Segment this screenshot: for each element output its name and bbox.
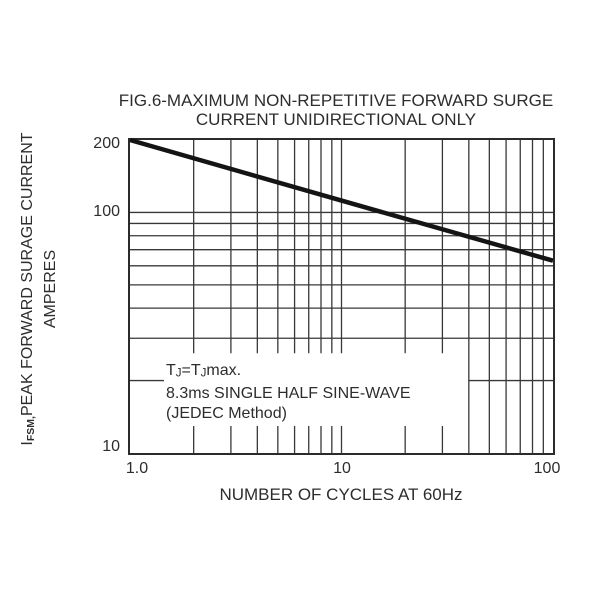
x-tick-label-1.0: 1.0 — [125, 460, 149, 477]
annotation-tj-line: TJ=TJmax. — [166, 361, 411, 384]
chart-title-line2: CURRENT UNIDIRECTIONAL ONLY — [195, 110, 477, 129]
text-segment: PEAK FORWARD SURAGE CURRENT — [19, 132, 36, 417]
text-segment: T — [166, 362, 176, 379]
x-axis-label: NUMBER OF CYCLES AT 60Hz — [219, 485, 463, 504]
text-segment: =T — [181, 362, 201, 379]
conditions-annotation: TJ=TJmax. 8.3ms SINGLE HALF SINE-WAVE (J… — [166, 361, 411, 424]
x-tick-label-100: 100 — [533, 460, 561, 477]
y-axis-label-line2: AMPERES — [42, 249, 59, 329]
text-segment: max. — [206, 362, 242, 379]
y-axis-label-line1: IFSM,PEAK FORWARD SURAGE CURRENT — [18, 104, 41, 474]
y-axis-label: IFSM,PEAK FORWARD SURAGE CURRENT AMPERES — [18, 104, 59, 474]
chart-plot-area: TJ=TJmax. 8.3ms SINGLE HALF SINE-WAVE (J… — [128, 137, 555, 455]
subscript-text: FSM, — [25, 416, 37, 442]
annotation-sine-wave-line: 8.3ms SINGLE HALF SINE-WAVE — [166, 384, 411, 402]
grid-and-curve-svg — [129, 137, 554, 453]
y-tick-label-100: 100 — [93, 203, 120, 220]
surge-current-curve — [129, 137, 554, 263]
x-tick-label-10: 10 — [333, 460, 351, 477]
subscript-text: J — [200, 367, 207, 380]
chart-title: FIG.6-MAXIMUM NON-REPETITIVE FORWARD SUR… — [76, 91, 596, 129]
subscript-text: J — [175, 367, 182, 380]
annotation-jedec-line: (JEDEC Method) — [166, 404, 287, 422]
chart-title-line1: FIG.6-MAXIMUM NON-REPETITIVE FORWARD SUR… — [118, 91, 554, 110]
y-tick-label-10: 10 — [102, 438, 120, 455]
y-tick-label-200: 200 — [93, 135, 120, 152]
